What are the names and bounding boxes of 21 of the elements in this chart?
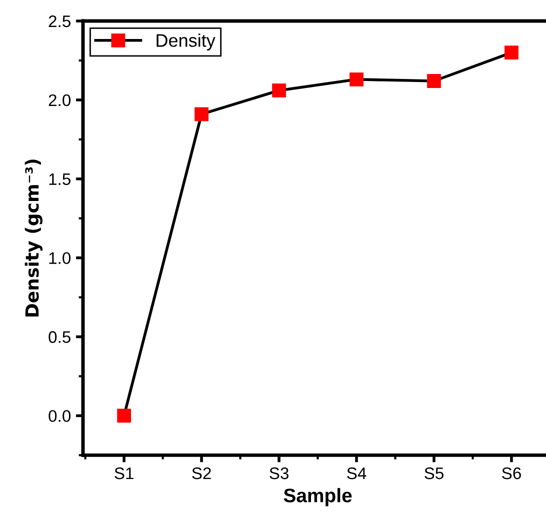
y-tick-label: 0.0 xyxy=(48,410,71,422)
y-tick-label: 2.0 xyxy=(48,94,71,106)
x-axis-title: Sample xyxy=(284,488,352,506)
x-tick-label: S4 xyxy=(347,467,366,480)
point xyxy=(504,46,518,60)
x-tick-label: S1 xyxy=(114,467,134,480)
point xyxy=(194,107,208,122)
point xyxy=(350,72,364,86)
y-axis-title: Density (gcm⁻³) xyxy=(24,160,42,316)
x-tick-label: S6 xyxy=(502,467,521,480)
y-tick-label: 0.5 xyxy=(48,331,70,343)
y-tick-label: 2.5 xyxy=(48,15,70,28)
x-tick-label: S3 xyxy=(270,467,288,480)
y-tick-label: 1.5 xyxy=(49,173,70,186)
point xyxy=(427,74,441,88)
x-tick-label: S2 xyxy=(192,467,211,480)
y-tick-label: 1.0 xyxy=(49,252,71,264)
point xyxy=(117,408,132,423)
legend-label: Density xyxy=(156,34,216,50)
x-tick-label: S5 xyxy=(424,467,444,480)
point xyxy=(272,84,286,98)
